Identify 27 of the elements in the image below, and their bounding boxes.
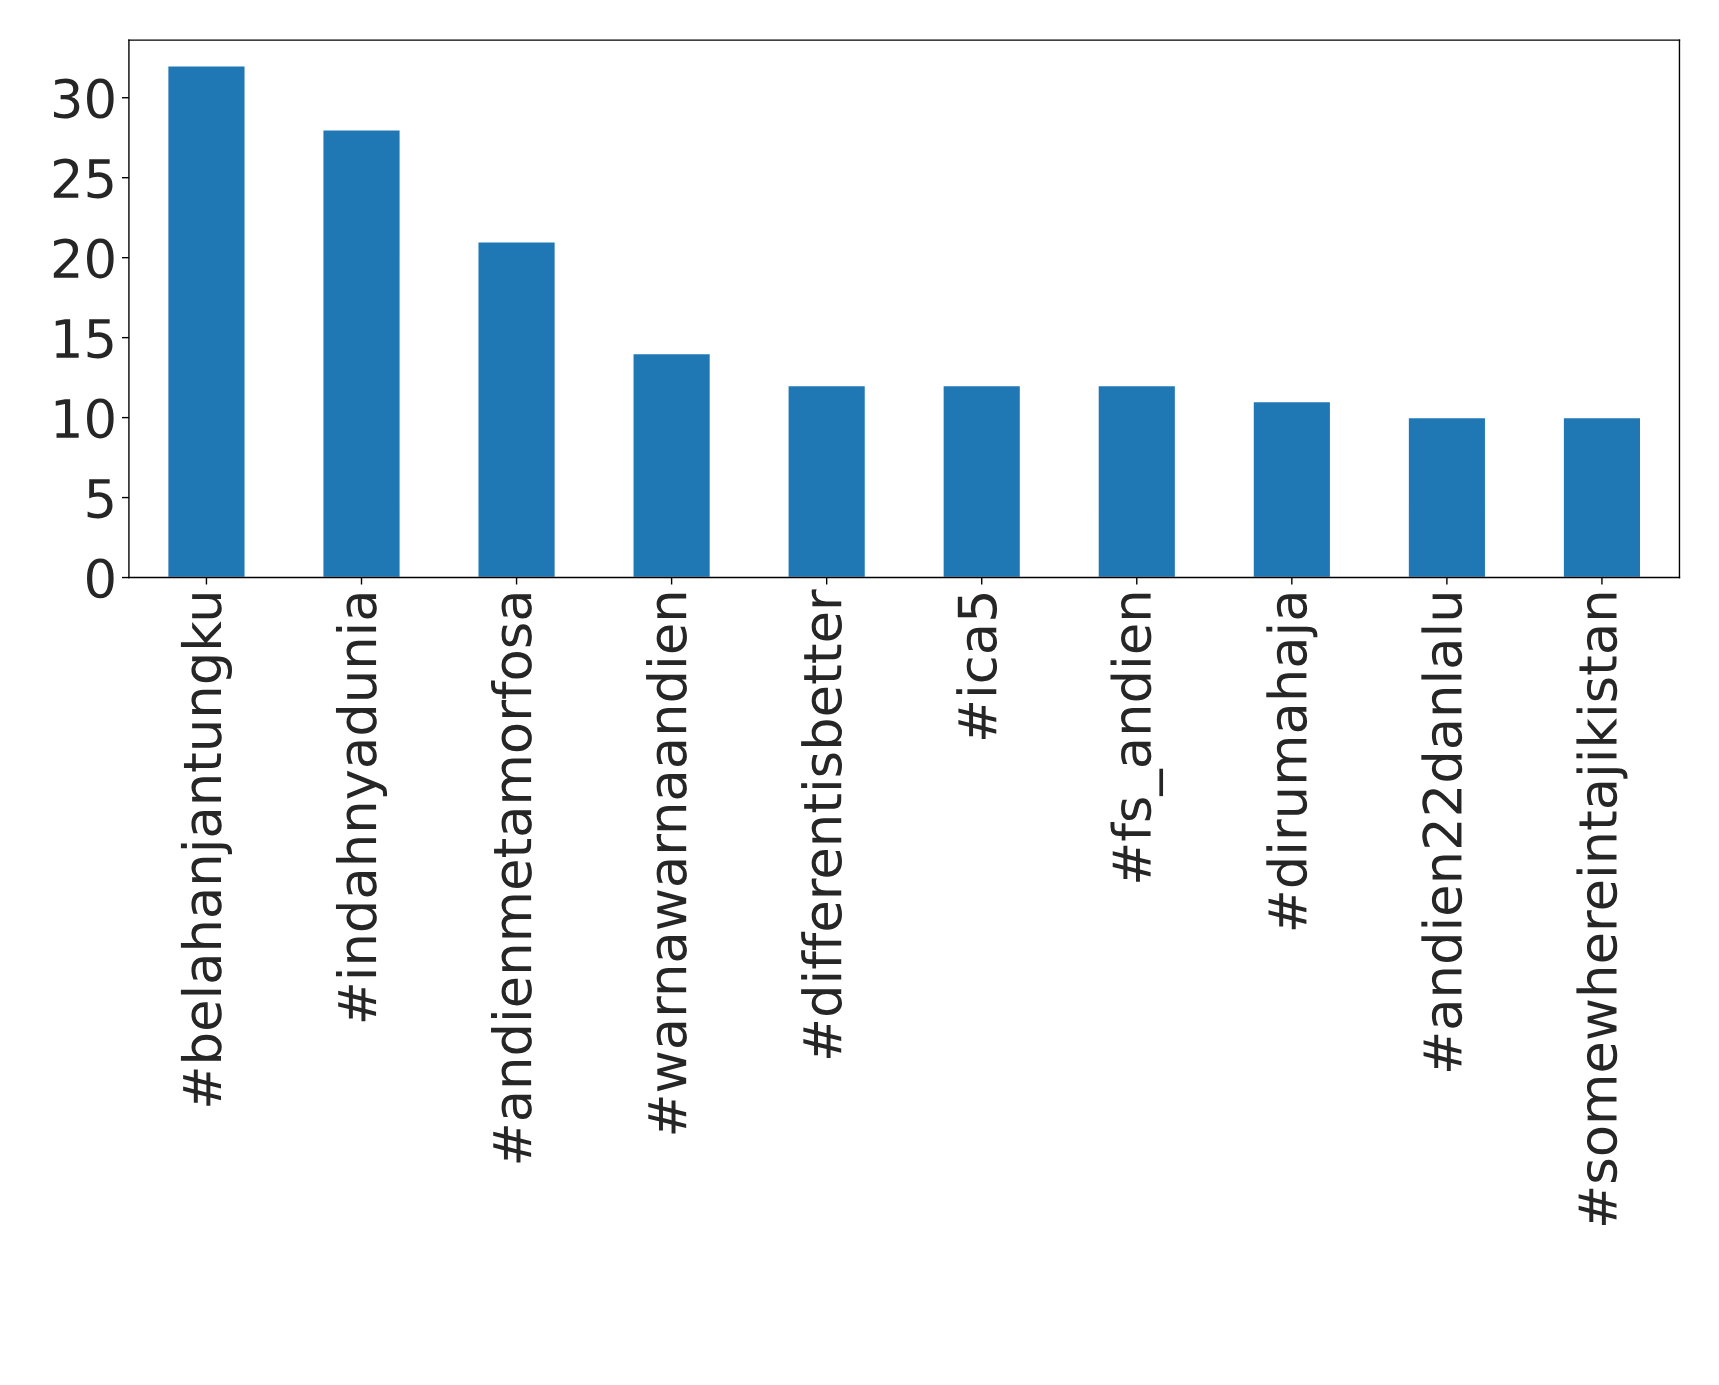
y-tick-label: 10 [55,398,114,439]
bar [1252,400,1332,578]
bar [166,65,246,578]
bar [322,129,401,578]
bar [1407,416,1487,578]
x-tick-label: #fs_andien [1110,593,1164,882]
y-tick-label: 0 [87,558,114,599]
bar [787,384,867,578]
y-tick-label: 5 [87,479,113,519]
x-tick-label: #somewhereintajikistan [1576,593,1628,1225]
bar [477,240,557,578]
y-tick-label: 15 [55,319,113,359]
bar [632,352,712,578]
x-tick-label: #warnawarnaandien [646,593,687,1134]
bar [1097,384,1177,578]
y-tick-label: 30 [53,78,114,119]
x-tick-label: #andien22danlalu [1421,594,1463,1071]
bar [942,384,1022,578]
x-tick-label: #ica5 [956,593,998,740]
x-tick-label: #andienmetamorfosa [491,594,532,1163]
x-tick-label: #dirumahaja [1266,594,1318,930]
x-tick-label: #differentisbetter [801,589,842,1059]
y-tick-label: 25 [53,158,113,199]
x-tick-label: #indahnyadunia [335,594,388,1022]
x-tick-label: #belahanjantungku [180,594,232,1106]
y-tick-label: 20 [53,238,114,279]
bar [1562,416,1642,578]
